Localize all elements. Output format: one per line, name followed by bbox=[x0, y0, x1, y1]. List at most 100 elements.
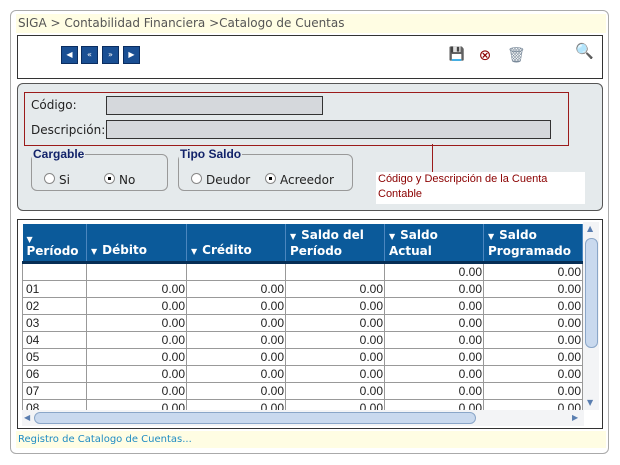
search-button[interactable]: 🔍 bbox=[575, 42, 594, 60]
sort-icon: ▼ bbox=[26, 235, 33, 244]
previous-record-button[interactable]: « bbox=[81, 46, 98, 64]
radio-icon bbox=[191, 173, 202, 184]
tipo-saldo-legend: Tipo Saldo bbox=[180, 147, 242, 161]
scroll-left-icon[interactable]: ◀ bbox=[24, 413, 31, 422]
table-cell: 0.00 bbox=[285, 348, 385, 366]
table-cell: 0.00 bbox=[483, 297, 583, 315]
vertical-scrollbar[interactable]: ▲ ▼ bbox=[583, 222, 599, 410]
table-cell: 0.00 bbox=[483, 348, 583, 366]
highlight-box bbox=[24, 92, 569, 146]
table-cell: 0.00 bbox=[483, 314, 583, 332]
table-row[interactable]: 03 0.00 0.00 0.00 0.00 0.00 bbox=[22, 314, 583, 332]
column-header-label: Saldo Actual bbox=[389, 228, 438, 258]
table-cell: 0.00 bbox=[86, 297, 187, 315]
column-header[interactable]: ▼ Saldo del Período bbox=[285, 224, 385, 264]
column-header[interactable]: ▼ Saldo Actual bbox=[384, 224, 484, 264]
scroll-up-icon[interactable]: ▲ bbox=[587, 224, 594, 233]
table-row[interactable]: 05 0.00 0.00 0.00 0.00 0.00 bbox=[22, 348, 583, 366]
table-cell: 0.00 bbox=[384, 382, 484, 400]
column-header[interactable]: ▼ Débito bbox=[86, 224, 187, 264]
table-cell: 0.00 bbox=[384, 280, 484, 298]
cancel-icon: ⊗ bbox=[478, 46, 492, 64]
table-cell: 04 bbox=[22, 331, 87, 349]
save-button[interactable]: 💾 bbox=[448, 46, 466, 64]
last-record-button[interactable]: ▶ bbox=[123, 46, 140, 64]
table-row[interactable]: 0.00 0.00 bbox=[22, 262, 583, 281]
tipo-saldo-acreedor-radio[interactable]: Acreedor bbox=[265, 173, 334, 187]
column-header[interactable]: ▼ Período bbox=[22, 224, 87, 264]
table-cell: 0.00 bbox=[384, 297, 484, 315]
radio-label: Si bbox=[59, 173, 70, 187]
table-row[interactable]: 02 0.00 0.00 0.00 0.00 0.00 bbox=[22, 297, 583, 315]
horizontal-scroll-thumb[interactable] bbox=[34, 412, 476, 424]
cargable-legend: Cargable bbox=[33, 147, 85, 161]
table-row[interactable]: 04 0.00 0.00 0.00 0.00 0.00 bbox=[22, 331, 583, 349]
table-cell bbox=[22, 262, 87, 281]
radio-label: No bbox=[119, 173, 136, 187]
cargable-no-radio[interactable]: No bbox=[104, 173, 135, 187]
table-cell: 0.00 bbox=[186, 365, 286, 383]
table-cell: 0.00 bbox=[86, 365, 187, 383]
table-cell bbox=[285, 262, 385, 281]
periods-grid: ▼ Período ▼ Débito ▼ Crédito ▼ Saldo del Períod… bbox=[17, 219, 603, 429]
vertical-scroll-thumb[interactable] bbox=[585, 238, 598, 348]
radio-icon bbox=[44, 173, 55, 184]
radio-selected-icon bbox=[104, 173, 115, 184]
table-cell: 0.00 bbox=[384, 365, 484, 383]
table-cell: 07 bbox=[22, 382, 87, 400]
sort-icon: ▼ bbox=[191, 247, 198, 256]
table-cell: 02 bbox=[22, 297, 87, 315]
fast-forward-icon: » bbox=[108, 50, 113, 59]
next-record-button[interactable]: » bbox=[102, 46, 119, 64]
cancel-button[interactable]: ⊗ bbox=[476, 46, 494, 64]
table-row[interactable]: 07 0.00 0.00 0.00 0.00 0.00 bbox=[22, 382, 583, 400]
table-cell bbox=[186, 262, 286, 281]
column-header[interactable]: ▼ Saldo Programado bbox=[483, 224, 583, 264]
table-cell: 0.00 bbox=[186, 314, 286, 332]
radio-selected-icon bbox=[265, 173, 276, 184]
horizontal-scrollbar[interactable]: ◀ ▶ bbox=[22, 410, 584, 426]
table-cell: 0.00 bbox=[86, 348, 187, 366]
table-cell: 0.00 bbox=[483, 262, 583, 281]
table-cell: 0.00 bbox=[86, 331, 187, 349]
table-cell: 0.00 bbox=[285, 280, 385, 298]
radio-label: Deudor bbox=[206, 173, 251, 187]
delete-icon: 🗑 bbox=[507, 46, 527, 64]
column-header-label: Saldo Programado bbox=[488, 228, 571, 258]
table-cell: 0.00 bbox=[384, 331, 484, 349]
first-record-button[interactable]: ◀ bbox=[61, 46, 78, 64]
column-header-label: Saldo del Período bbox=[290, 228, 364, 258]
table-row[interactable]: 06 0.00 0.00 0.00 0.00 0.00 bbox=[22, 365, 583, 383]
scroll-down-icon[interactable]: ▼ bbox=[587, 398, 594, 407]
table-cell: 0.00 bbox=[384, 314, 484, 332]
cargable-si-radio[interactable]: Si bbox=[44, 173, 70, 187]
save-icon: 💾 bbox=[448, 47, 466, 62]
table-cell: 0.00 bbox=[186, 348, 286, 366]
sort-icon: ▼ bbox=[389, 232, 396, 241]
table-cell: 0.00 bbox=[384, 262, 484, 281]
table-cell: 01 bbox=[22, 280, 87, 298]
first-icon: ◀ bbox=[66, 50, 73, 59]
table-cell: 0.00 bbox=[483, 280, 583, 298]
codigo-field[interactable] bbox=[106, 96, 323, 115]
column-header-label: Crédito bbox=[202, 243, 252, 257]
last-icon: ▶ bbox=[128, 50, 135, 59]
tipo-saldo-deudor-radio[interactable]: Deudor bbox=[191, 173, 250, 187]
delete-button[interactable]: 🗑 bbox=[507, 46, 527, 64]
table-cell: 0.00 bbox=[285, 331, 385, 349]
table-row[interactable]: 01 0.00 0.00 0.00 0.00 0.00 bbox=[22, 280, 583, 298]
scroll-right-icon[interactable]: ▶ bbox=[572, 413, 579, 422]
column-header[interactable]: ▼ Crédito bbox=[186, 224, 286, 264]
table-cell: 0.00 bbox=[483, 365, 583, 383]
table-cell: 0.00 bbox=[86, 280, 187, 298]
table-cell: 05 bbox=[22, 348, 87, 366]
periods-table: ▼ Período ▼ Débito ▼ Crédito ▼ Saldo del Períod… bbox=[22, 224, 583, 417]
table-cell: 0.00 bbox=[186, 331, 286, 349]
tipo-saldo-group: Tipo Saldo Deudor Acreedor bbox=[178, 147, 353, 191]
table-cell: 03 bbox=[22, 314, 87, 332]
status-link[interactable]: Registro de Catalogo de Cuentas... bbox=[16, 431, 606, 448]
table-cell: 0.00 bbox=[186, 382, 286, 400]
descripcion-label: Descripción: bbox=[31, 123, 106, 137]
table-cell: 0.00 bbox=[86, 314, 187, 332]
descripcion-field[interactable] bbox=[106, 120, 551, 139]
